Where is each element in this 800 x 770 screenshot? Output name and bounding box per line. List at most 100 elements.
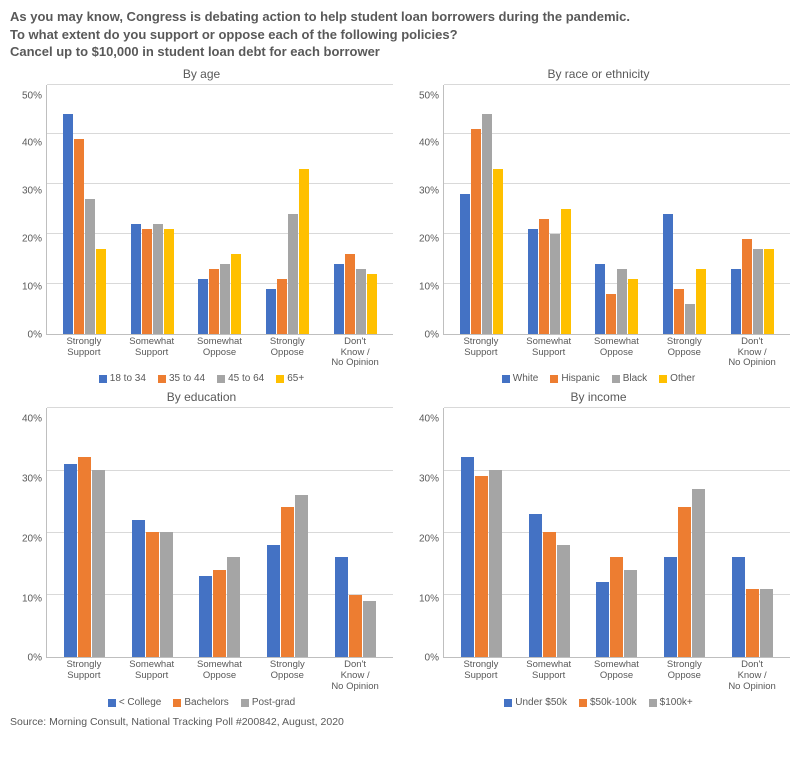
bar-group [51,457,119,657]
panel-title: By education [10,390,393,404]
bar [493,169,503,334]
x-tick-label: SomewhatSupport [515,660,583,693]
legend-label: Other [670,373,695,384]
bar [471,129,481,334]
legend-item: $50k-100k [579,697,637,708]
x-tick-label: SomewhatOppose [186,660,254,693]
bar-groups [47,85,393,334]
bar-group [119,224,187,334]
legend-item: Under $50k [504,697,567,708]
bar [142,229,152,334]
bar-group [186,557,254,657]
x-tick-label: StronglySupport [50,660,118,693]
bar [539,219,549,334]
bar [678,507,691,657]
bar [64,464,77,658]
bar-group [583,557,651,657]
x-tick-label: StronglySupport [447,337,515,370]
y-tick-label: 40% [10,414,42,425]
legend: WhiteHispanicBlackOther [407,369,790,384]
legend-swatch [579,699,587,707]
bar [96,249,106,334]
bar-groups [444,85,790,334]
legend-swatch [612,375,620,383]
chart: 0%10%20%30%40% [407,408,790,658]
legend-swatch [99,375,107,383]
legend-item: 45 to 64 [217,373,264,384]
legend-swatch [241,699,249,707]
bar [92,470,105,658]
root: As you may know, Congress is debating ac… [0,0,800,732]
y-tick-label: 30% [407,186,439,197]
bar [266,289,276,334]
bar [85,199,95,334]
bar [732,557,745,657]
y-axis: 0%10%20%30%40%50% [407,85,443,335]
legend-label: Under $50k [515,697,567,708]
bar-group [254,495,322,658]
x-tick-label: SomewhatOppose [583,337,651,370]
legend-swatch [158,375,166,383]
bar-group [516,209,584,334]
y-tick-label: 50% [10,90,42,101]
y-tick-label: 30% [10,474,42,485]
bar [198,279,208,334]
y-tick-label: 40% [407,414,439,425]
bar [596,582,609,657]
legend-label: 65+ [287,373,304,384]
panel-title: By age [10,67,393,81]
bar [460,194,470,334]
legend-label: Hispanic [561,373,599,384]
bar [356,269,366,334]
bar [617,269,627,334]
bar [199,576,212,657]
legend-label: 35 to 44 [169,373,205,384]
bar [153,224,163,334]
y-tick-label: 20% [407,234,439,245]
x-tick-label: StronglyOppose [253,660,321,693]
legend-swatch [550,375,558,383]
bar [363,601,376,657]
y-tick-label: 20% [10,234,42,245]
bar [160,532,173,657]
bar [753,249,763,334]
x-tick-label: Don'tKnow /No Opinion [321,660,389,693]
bar [628,279,638,334]
bar [595,264,605,334]
legend-swatch [108,699,116,707]
bar [489,470,502,658]
bar-group [51,114,119,334]
title-line-3: Cancel up to $10,000 in student loan deb… [10,44,380,59]
bar-group [651,489,719,658]
bar-groups [47,408,393,657]
bar-group [718,239,786,334]
x-axis: StronglySupportSomewhatSupportSomewhatOp… [10,335,393,370]
x-tick-label: Don'tKnow /No Opinion [718,660,786,693]
bar [664,557,677,657]
bar [227,557,240,657]
bar [78,457,91,657]
title-line-2: To what extent do you support or oppose … [10,27,458,42]
x-tick-label: SomewhatOppose [186,337,254,370]
legend-label: 18 to 34 [110,373,146,384]
bar [132,520,145,658]
x-tick-label: StronglyOppose [650,660,718,693]
bar [528,229,538,334]
panel-title: By income [407,390,790,404]
bar [557,545,570,658]
bar [334,264,344,334]
y-tick-label: 30% [407,474,439,485]
y-tick-label: 10% [407,281,439,292]
bar [295,495,308,658]
bar [663,214,673,334]
bar [624,570,637,658]
y-tick-label: 10% [407,593,439,604]
plot-area [443,85,790,335]
bar [764,249,774,334]
bar [610,557,623,657]
bar-group [321,557,389,657]
legend-item: $100k+ [649,697,693,708]
legend-item: Bachelors [173,697,228,708]
legend-swatch [502,375,510,383]
legend-item: 18 to 34 [99,373,146,384]
